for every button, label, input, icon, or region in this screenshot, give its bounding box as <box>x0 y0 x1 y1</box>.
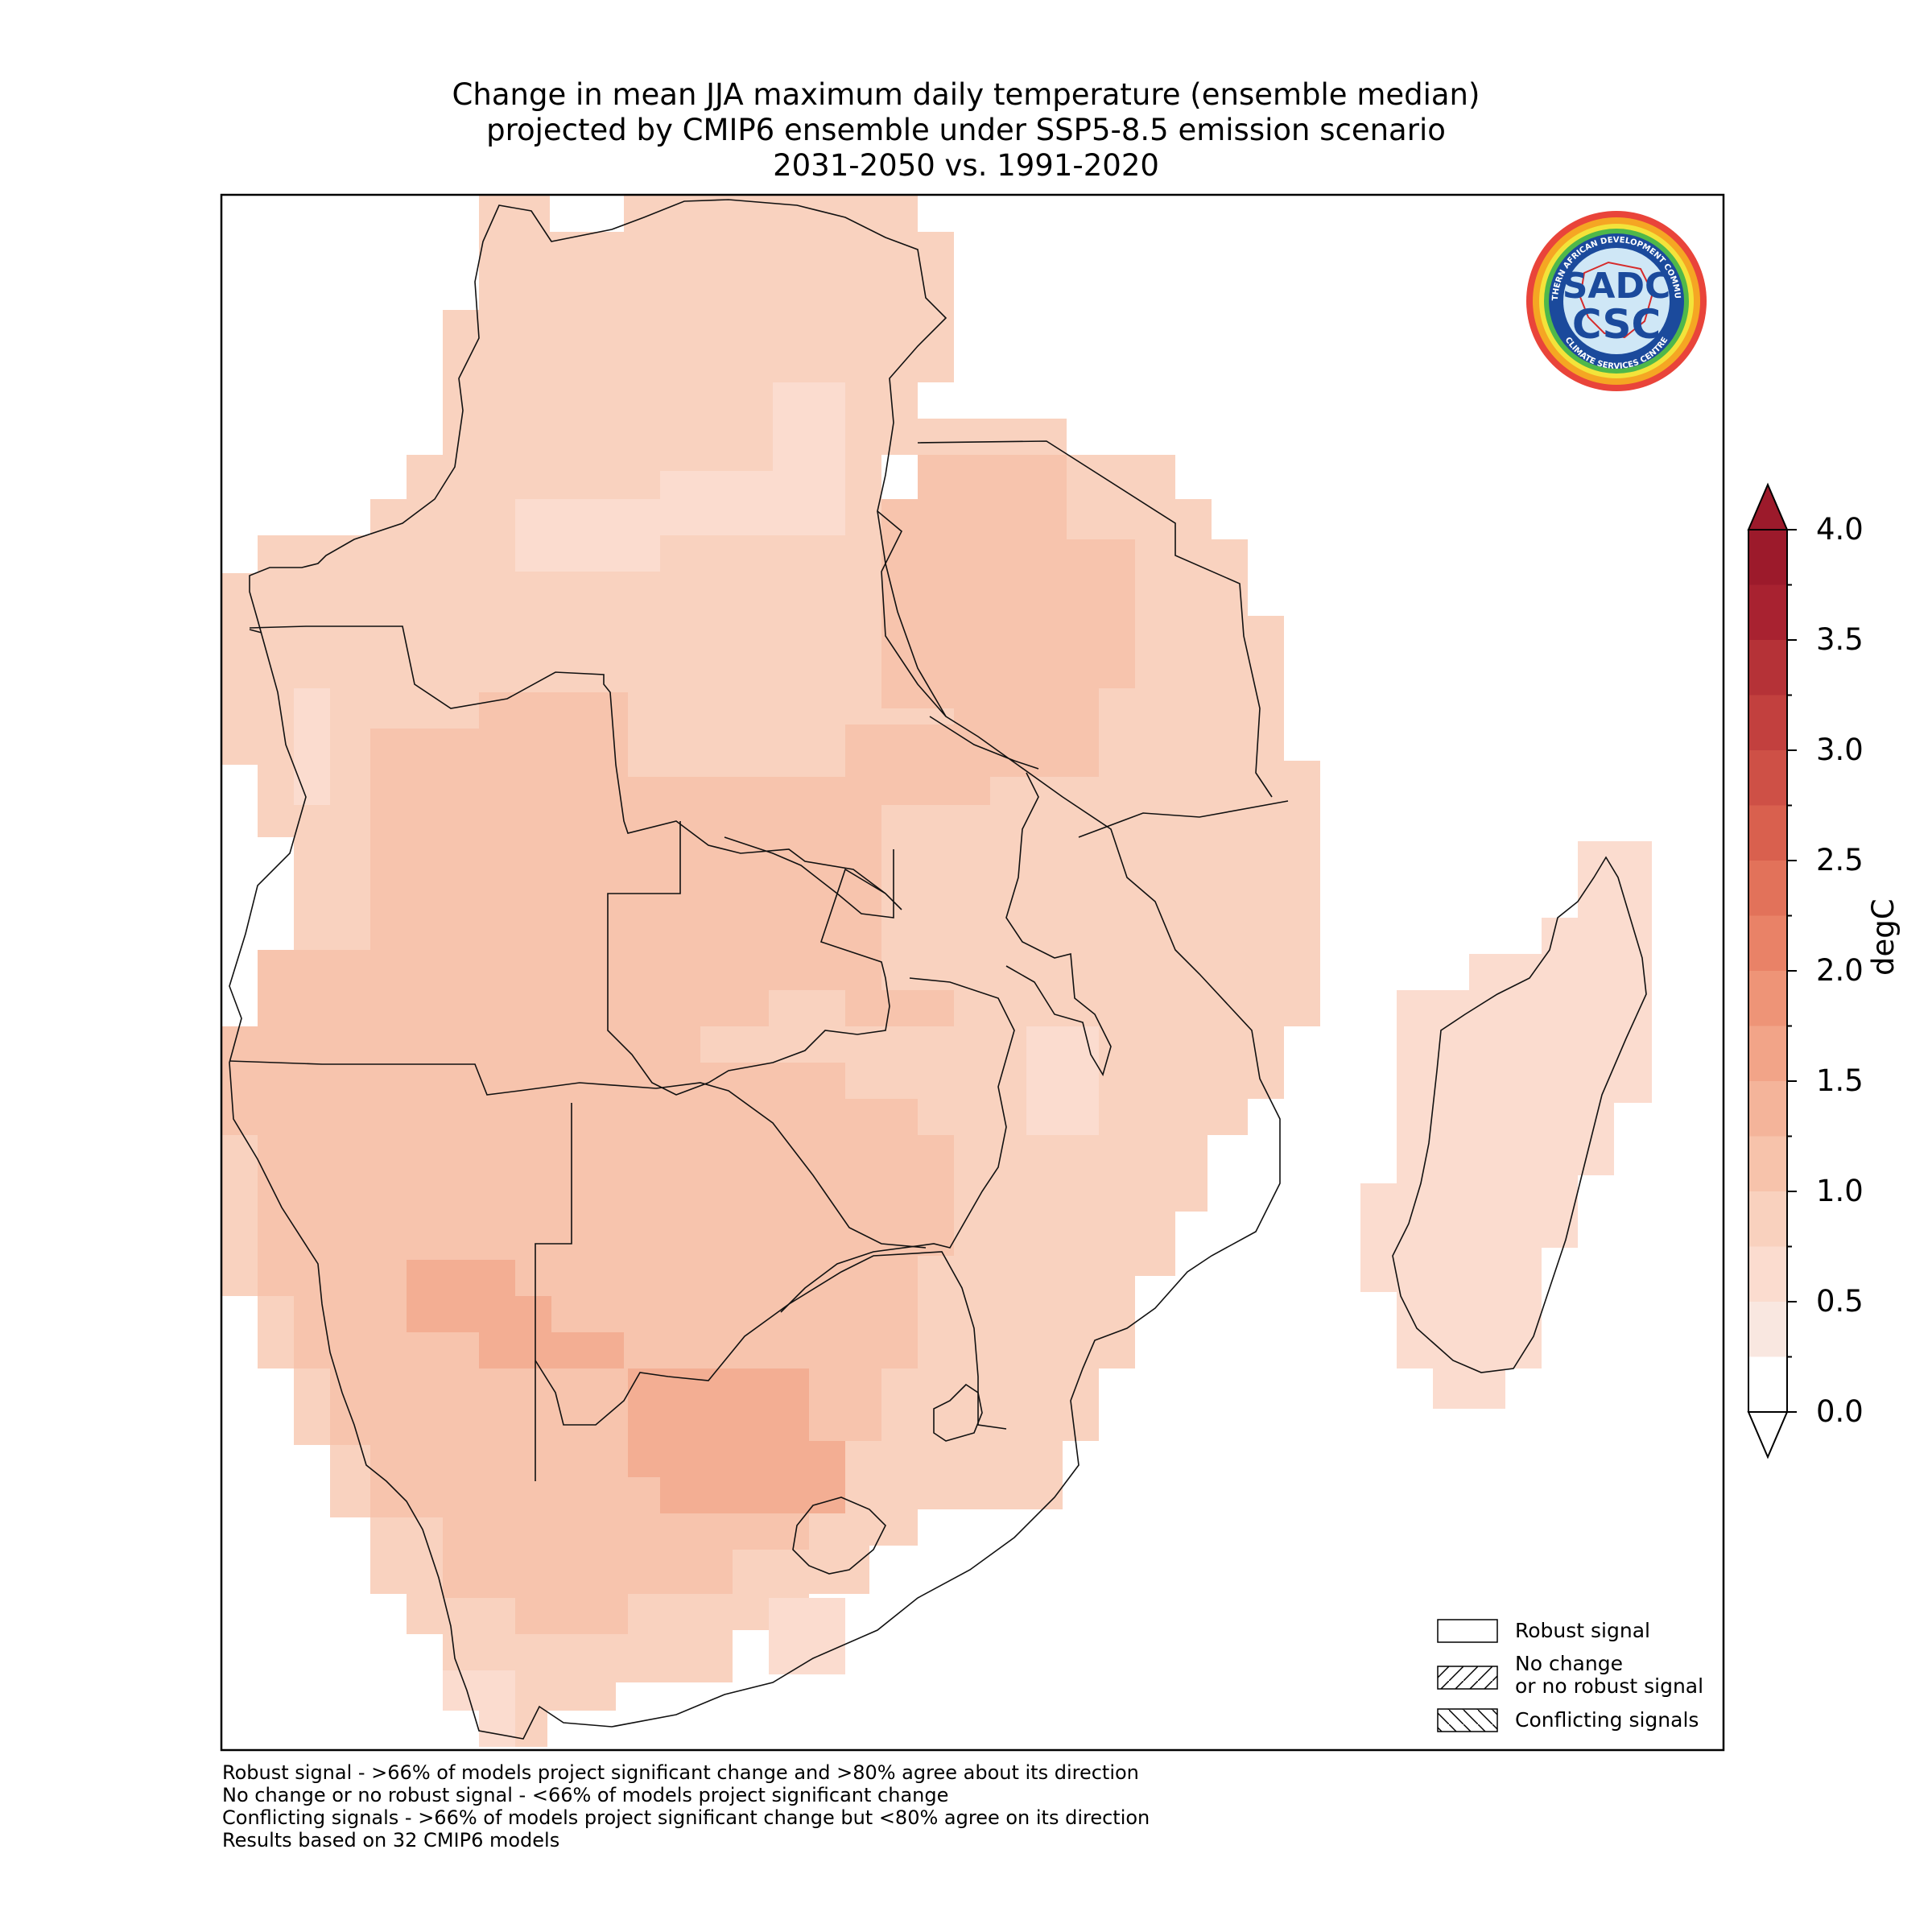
colorbar-tick-label: 3.0 <box>1816 733 1864 767</box>
colorbar-tick-label: 1.5 <box>1816 1063 1864 1098</box>
footnote-robust: Robust signal - >66% of models project s… <box>222 1761 1139 1784</box>
colorbar-segment <box>1748 805 1787 861</box>
colorbar-segment <box>1748 1302 1787 1357</box>
colorbar-segment <box>1748 861 1787 916</box>
border-drc-angola <box>249 625 902 910</box>
coastline-madagascar <box>1392 856 1647 1373</box>
border-drc-zambia-south <box>724 836 894 919</box>
sadc-csc-logo: SADC CSC SOUTHERN AFRICAN DEVELOPMENT CO… <box>1526 211 1707 391</box>
svg-text:CSC: CSC <box>1572 301 1661 348</box>
colorbar-extend-max <box>1747 482 1789 530</box>
colorbar-tick-label: 3.5 <box>1816 622 1864 657</box>
map-title-line-2: projected by CMIP6 ensemble under SSP5-8… <box>486 113 1446 147</box>
coastline-mainland <box>229 199 1281 1740</box>
colorbar-segment <box>1748 971 1787 1026</box>
colorbar-tick-label: 2.5 <box>1816 843 1864 877</box>
border-tanzania-north <box>917 440 1273 798</box>
map-frame-border <box>220 193 1725 1752</box>
colorbar-segment <box>1748 1191 1787 1247</box>
border-zambia <box>607 821 890 1096</box>
svg-text:SADC: SADC <box>1563 266 1671 307</box>
colorbar <box>1747 482 1797 1459</box>
border-lesotho <box>792 1496 886 1575</box>
border-drc-east <box>877 510 947 717</box>
grid-region-east-warm <box>881 455 1135 805</box>
colorbar-segment <box>1748 695 1787 750</box>
border-mozambique-zimbabwe <box>780 977 1015 1313</box>
colorbar-segment <box>1748 584 1787 640</box>
logo-mark-bottom: CSC <box>1572 301 1661 348</box>
colorbar-label: degC <box>1866 898 1901 976</box>
colorbar-segment <box>1748 1356 1787 1412</box>
lake-gap <box>881 455 918 499</box>
colorbar-segment <box>1748 1026 1787 1081</box>
colorbar-tick-label: 0.5 <box>1816 1284 1864 1319</box>
colorbar-segment <box>1748 1081 1787 1137</box>
footnote-no-change: No change or no robust signal - <66% of … <box>222 1784 949 1806</box>
legend-swatch-no-change <box>1437 1666 1498 1690</box>
colorbar-tick-label: 1.0 <box>1816 1174 1864 1208</box>
colorbar-segment <box>1748 1136 1787 1191</box>
footnote-conflicting: Conflicting signals - >66% of models pro… <box>222 1806 1150 1829</box>
legend-swatch-conflicting <box>1437 1708 1498 1732</box>
legend-label-no-change: No change <box>1515 1652 1623 1675</box>
country-borders <box>229 199 1647 1740</box>
legend-swatch-robust <box>1437 1619 1498 1643</box>
border-tanzania-mozambique <box>1078 800 1289 838</box>
colorbar-segment <box>1748 640 1787 696</box>
border-zambia-tanzania <box>929 716 1039 770</box>
footnote-models: Results based on 32 CMIP6 models <box>222 1829 560 1852</box>
map-title-line-3: 2031-2050 vs. 1991-2020 <box>773 148 1159 183</box>
colorbar-segment <box>1748 915 1787 971</box>
temperature-grid <box>221 195 1652 1747</box>
map-title-line-1: Change in mean JJA maximum daily tempera… <box>452 77 1480 112</box>
border-malawi <box>1005 772 1112 1076</box>
border-eswatini <box>933 1383 983 1442</box>
legend <box>1437 1619 1498 1732</box>
colorbar-tick-label: 0.0 <box>1816 1394 1864 1429</box>
logo-mark-top: SADC <box>1563 266 1671 307</box>
legend-label-no-change-2: or no robust signal <box>1515 1674 1704 1698</box>
colorbar-segment <box>1748 750 1787 806</box>
colorbar-segment <box>1748 1246 1787 1302</box>
border-namibia-botswana <box>229 1060 927 1249</box>
colorbar-segment <box>1748 530 1787 585</box>
colorbar-tick-label: 4.0 <box>1816 512 1864 547</box>
border-drc-congo-south <box>249 629 262 634</box>
grid-region-madagascar <box>1360 841 1652 1409</box>
colorbar-tick-label: 2.0 <box>1816 953 1864 988</box>
legend-label-conflicting: Conflicting signals <box>1515 1708 1699 1732</box>
border-south-africa <box>535 1251 1007 1430</box>
border-namibia-east <box>535 1103 572 1481</box>
grid-region-south-hot <box>407 1260 845 1513</box>
colorbar-extend-min <box>1747 1411 1789 1459</box>
legend-label-robust: Robust signal <box>1515 1619 1650 1642</box>
